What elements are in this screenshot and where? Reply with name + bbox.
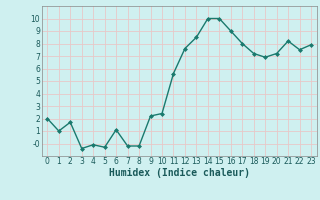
X-axis label: Humidex (Indice chaleur): Humidex (Indice chaleur) [109,168,250,178]
